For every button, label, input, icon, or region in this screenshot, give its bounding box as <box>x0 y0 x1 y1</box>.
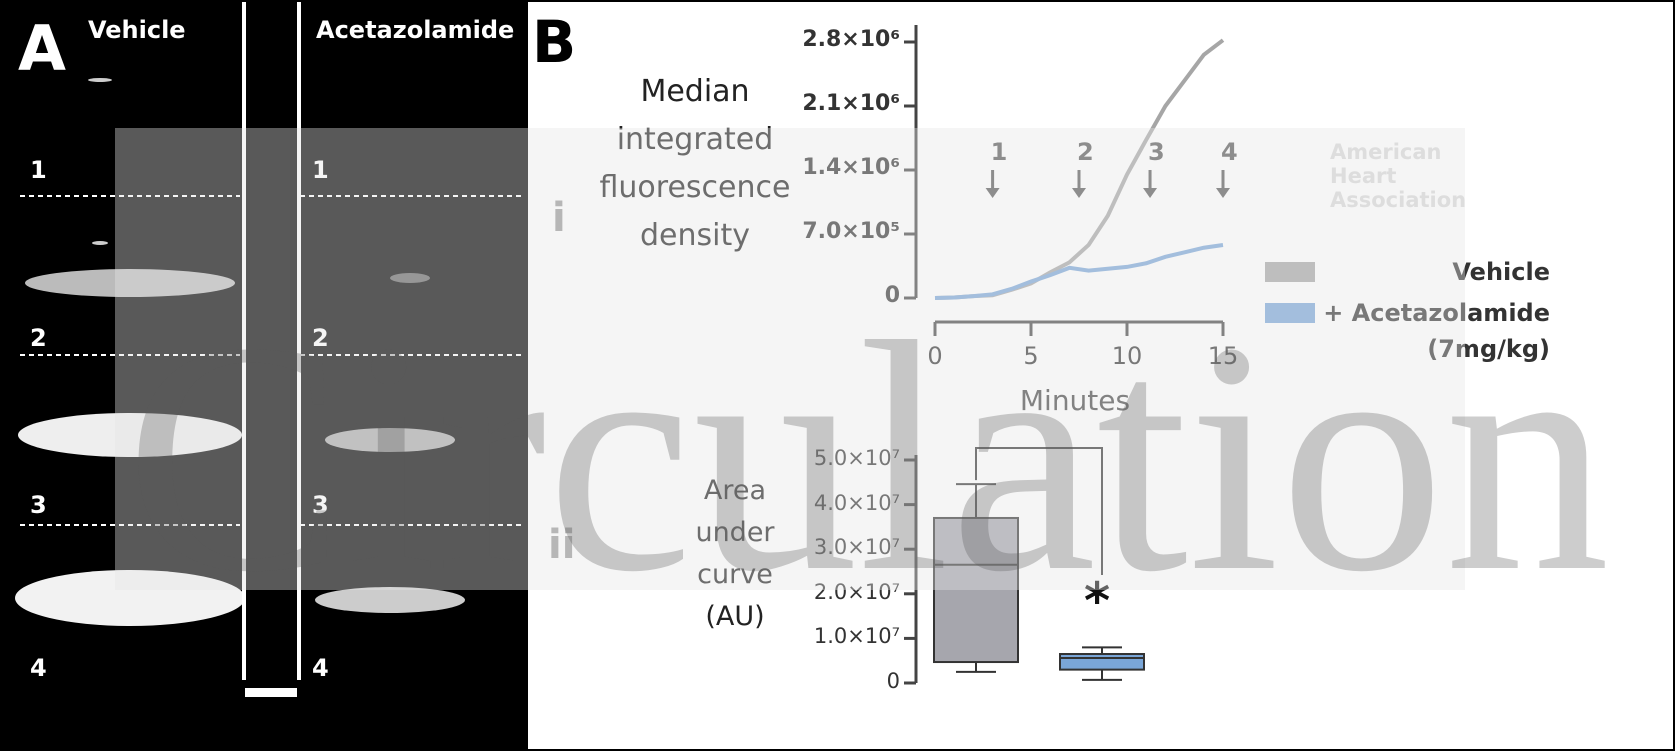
y-tick-label: 1.0×10⁷ <box>813 624 900 649</box>
row-label: 3 <box>30 491 47 519</box>
x-tick-label: 5 <box>1001 342 1061 370</box>
legend-label: Vehicle <box>1452 258 1550 286</box>
row-label: 1 <box>30 156 47 184</box>
panel-a-background <box>0 0 528 751</box>
y-axis-title: Area under curve (AU) <box>695 475 774 632</box>
micrographs <box>15 78 465 626</box>
y-tick-label: 1.4×10⁶ <box>700 155 900 180</box>
y-tick-label: 5.0×10⁷ <box>700 446 900 470</box>
panel-label: A <box>18 12 66 85</box>
watermark-text: Circulation <box>125 275 1610 640</box>
row-label: 2 <box>30 324 47 352</box>
legend-label: + Acetazolamide (7mg/kg) <box>1323 299 1550 363</box>
y-tick-label: 7.0×10⁵ <box>700 219 900 244</box>
box <box>933 516 1019 664</box>
publisher-watermark: American Heart Association <box>1330 140 1467 212</box>
y-tick-label: 3.0×10⁷ <box>700 535 900 559</box>
legend-swatch <box>1265 262 1315 282</box>
arrow-head <box>1216 188 1230 198</box>
arrow-head <box>1143 188 1158 198</box>
blob <box>18 413 242 457</box>
panel-label: B <box>532 8 577 76</box>
data-line <box>934 242 1224 300</box>
blob <box>25 269 235 297</box>
x-tick-label: 0 <box>905 342 965 370</box>
row-label: 4 <box>312 654 329 682</box>
y-tick-label: 0 <box>886 669 900 693</box>
sublabel: ii <box>548 522 575 568</box>
blob <box>88 78 112 82</box>
annotation: 4 <box>1221 138 1238 166</box>
legend-swatch <box>1265 303 1315 323</box>
x-tick-label: 15 <box>1193 342 1253 370</box>
row-label: 2 <box>312 324 329 352</box>
column-label: Vehicle <box>88 16 186 44</box>
annotation: 1 <box>991 138 1008 166</box>
x-tick-label: 10 <box>1097 342 1157 370</box>
row-label: 4 <box>30 654 47 682</box>
blob <box>15 570 245 626</box>
y-tick-label: 4.0×10⁷ <box>700 491 900 515</box>
arrow-head <box>985 188 1000 198</box>
significance-bracket <box>975 447 1103 575</box>
watermark-band <box>115 128 1465 590</box>
column-label: Acetazolamide <box>316 16 515 44</box>
row-label: 1 <box>312 156 329 184</box>
y-tick-label: 2.8×10⁶ <box>802 27 900 52</box>
y-axis-title: Median integrated fluorescence density <box>600 74 791 253</box>
blob <box>315 587 465 613</box>
row-dividers <box>20 195 525 526</box>
blob <box>325 428 455 452</box>
y-tick-label: 2.1×10⁶ <box>802 91 900 116</box>
blob <box>390 273 430 283</box>
blob <box>92 241 108 245</box>
y-tick-label: 0 <box>700 283 900 308</box>
divider <box>242 0 246 680</box>
sublabel: i <box>552 195 566 241</box>
scale-bar <box>245 688 297 697</box>
significance-mark: * <box>1084 572 1111 630</box>
annotation: 2 <box>1077 138 1094 166</box>
y-tick-label: 2.0×10⁷ <box>813 579 900 604</box>
arrow-head <box>1072 188 1086 198</box>
x-axis-title: Minutes <box>1000 384 1150 417</box>
divider <box>297 0 301 680</box>
annotation: 3 <box>1148 138 1165 166</box>
row-label: 3 <box>312 491 329 519</box>
